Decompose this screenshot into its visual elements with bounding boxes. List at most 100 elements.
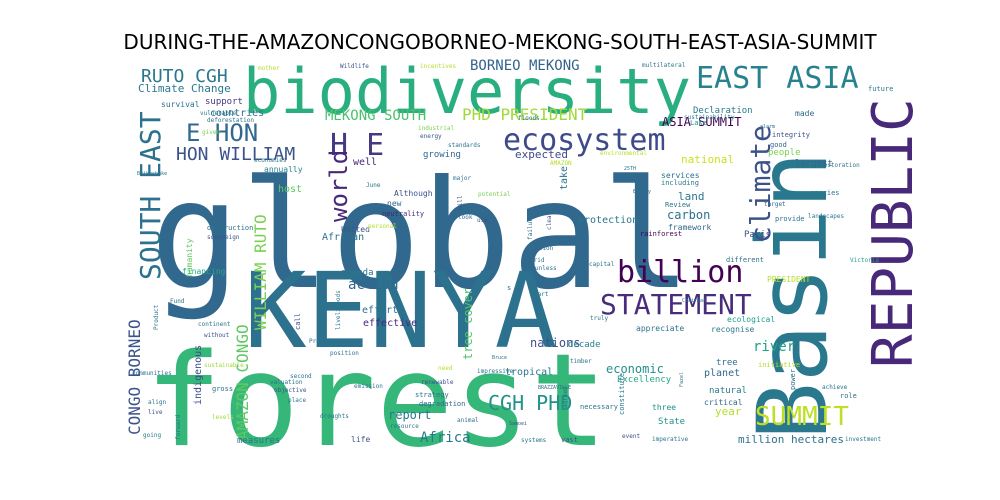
cloud-word-economies: economies bbox=[254, 157, 287, 164]
cloud-word-wildlife: Wildlife bbox=[340, 63, 369, 70]
cloud-word-growing: growing bbox=[423, 150, 461, 160]
cloud-word-new: new bbox=[387, 199, 402, 208]
cloud-word-amazon: AMAZON bbox=[550, 160, 572, 167]
cloud-word-good: good bbox=[770, 141, 787, 149]
cloud-word-animal: animal bbox=[457, 417, 479, 424]
cloud-word-capital: capital bbox=[589, 261, 615, 268]
cloud-word-effective: effective bbox=[363, 318, 417, 329]
cloud-word-brazzaville: BRAZZAVILLE bbox=[538, 385, 571, 391]
cloud-word-floods: floods bbox=[518, 115, 540, 122]
cloud-word-ecosystem: ecosystem bbox=[503, 123, 666, 158]
cloud-background bbox=[125, 60, 875, 445]
cloud-word-river: river bbox=[753, 339, 795, 355]
cloud-word-support: support bbox=[205, 97, 243, 107]
cloud-word-south-east: SOUTH EAST bbox=[134, 111, 167, 280]
cloud-word-agenda: agenda bbox=[341, 268, 374, 278]
cloud-word-william-ruto: WILLIAM RUTO bbox=[251, 214, 270, 330]
cloud-word-asia-summit: ASIA SUMMIT bbox=[662, 115, 741, 129]
cloud-word-basin: Basin bbox=[737, 151, 849, 440]
cloud-word-measures: measures bbox=[237, 436, 280, 446]
cloud-word-fund: Fund bbox=[170, 298, 185, 305]
cloud-word-objective: objective bbox=[274, 387, 307, 394]
cloud-word-survival: survival bbox=[161, 100, 200, 109]
cloud-word-resource: resource bbox=[390, 423, 419, 430]
cloud-word-rainforest: rainforest bbox=[640, 230, 682, 238]
cloud-word-congo-borneo: CONGO BORNEO bbox=[125, 319, 144, 435]
cloud-word-efforts: efforts bbox=[362, 305, 404, 316]
cloud-word-second: second bbox=[290, 373, 312, 380]
cloud-word-deforestation: deforestation bbox=[207, 117, 254, 124]
cloud-word-vulnerable: vulnerable bbox=[200, 110, 237, 117]
cloud-word-million: million bbox=[528, 245, 554, 252]
chart-title: DURING-THE-AMAZONCONGOBORNEO-MEKONG-SOUT… bbox=[123, 30, 877, 54]
cloud-word-report: report bbox=[388, 408, 431, 422]
cloud-word-valuation: valuation bbox=[270, 379, 303, 386]
cloud-word-continent: continent bbox=[198, 321, 231, 328]
cloud-word-constitute: constitute bbox=[618, 373, 626, 415]
cloud-word-although: Although bbox=[394, 189, 433, 198]
cloud-word-summit: SUMMIT bbox=[755, 402, 849, 432]
cloud-word-victoria: Victoria bbox=[850, 257, 879, 264]
cloud-word-levels: levels bbox=[212, 414, 234, 421]
cloud-word-without: without bbox=[204, 332, 230, 339]
cloud-word-action: action bbox=[348, 277, 399, 293]
cloud-word-restoration: Restoration bbox=[820, 162, 860, 169]
cloud-word-review: Review bbox=[665, 201, 691, 209]
cloud-word-align: align bbox=[148, 399, 166, 406]
cloud-word-achieve: achieve bbox=[822, 384, 848, 391]
cloud-word-vast: vast bbox=[561, 436, 578, 444]
cloud-word-standards: standards bbox=[448, 142, 481, 149]
cloud-word-neutrality: neutrality bbox=[382, 210, 424, 218]
cloud-word-sovereign: sovereign bbox=[207, 234, 240, 241]
cloud-word-services: services bbox=[661, 171, 700, 180]
cloud-word-energy: Energy bbox=[633, 189, 651, 195]
cloud-word-forest: forest bbox=[145, 327, 607, 476]
cloud-word-planet: planet bbox=[704, 368, 740, 379]
cloud-word-chairman: Chairman bbox=[682, 298, 706, 304]
cloud-word-tree: tree bbox=[716, 358, 738, 368]
cloud-word-given: given bbox=[202, 129, 220, 136]
cloud-word-timber: timber bbox=[570, 358, 592, 365]
cloud-word-climate: climate bbox=[744, 125, 777, 243]
cloud-word-potential: potential bbox=[478, 191, 511, 198]
cloud-word-june: June bbox=[366, 182, 381, 189]
cloud-word-mother: mother bbox=[258, 65, 280, 72]
cloud-word-amazon-congo: AMAZON CONGO bbox=[233, 324, 252, 440]
cloud-word-bruce: Bruce bbox=[492, 355, 507, 361]
cloud-word-alarm: alarm bbox=[760, 124, 775, 130]
cloud-word-nations: nations bbox=[530, 336, 581, 350]
cloud-word-cgh-phd: CGH PHD bbox=[488, 391, 572, 415]
cloud-word-place: place bbox=[288, 397, 306, 404]
cloud-word-people: people bbox=[768, 148, 801, 158]
cloud-word-incentives: incentives bbox=[420, 63, 457, 70]
cloud-word-programme: Programme bbox=[309, 338, 342, 345]
cloud-word-systems: systems bbox=[521, 437, 547, 444]
cloud-word-major: major bbox=[453, 175, 471, 182]
cloud-word-investment: investment bbox=[845, 436, 882, 443]
cloud-word-life: life bbox=[351, 435, 370, 444]
cloud-word-s: s bbox=[507, 284, 511, 292]
cloud-word-three: three bbox=[652, 403, 676, 412]
cloud-word-h-e: H E bbox=[330, 128, 384, 163]
cloud-word-power: power bbox=[789, 369, 797, 390]
cloud-word-including: including bbox=[661, 179, 699, 187]
cloud-word-call: call bbox=[294, 313, 302, 330]
cloud-word-sustainable: sustainable bbox=[204, 362, 244, 369]
cloud-word-excellency: Excellency bbox=[617, 375, 672, 385]
cloud-word-phd-president: PHD PRESIDENT bbox=[462, 105, 588, 124]
cloud-word-humanity: humanity bbox=[185, 238, 194, 277]
cloud-word-borneo-mekong: BORNEO MEKONG bbox=[470, 58, 580, 74]
cloud-word-failure: failure bbox=[527, 214, 534, 240]
cloud-word-livelihoods: livelihoods bbox=[335, 290, 342, 330]
cloud-word-framework: framework bbox=[668, 223, 712, 232]
cloud-word-part: part bbox=[534, 291, 549, 298]
cloud-word-state: State bbox=[658, 417, 685, 427]
cloud-word-integrity: integrity bbox=[772, 131, 810, 139]
cloud-word-use: use bbox=[477, 217, 488, 224]
cloud-word-well: well bbox=[353, 157, 377, 168]
cloud-word-droughts: droughts bbox=[320, 413, 349, 420]
cloud-word-take: take bbox=[559, 166, 570, 190]
cloud-word-different: different bbox=[726, 256, 764, 264]
cloud-word-personal: personal bbox=[368, 223, 397, 230]
